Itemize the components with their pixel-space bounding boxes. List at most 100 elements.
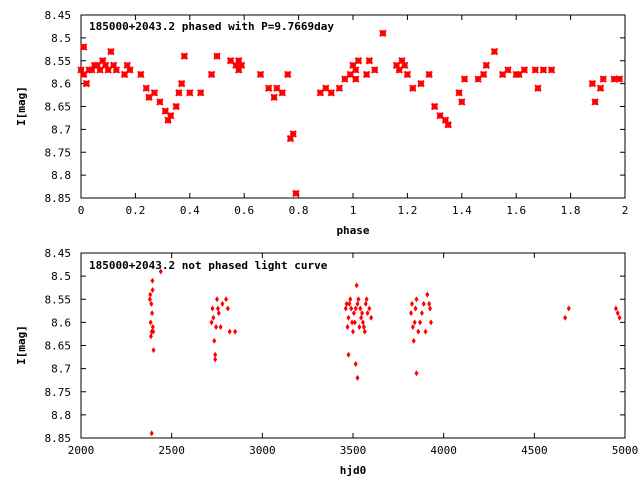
unphased-data-point [347, 300, 352, 307]
unphased-data-point [215, 305, 220, 312]
unphased-data-point [353, 305, 358, 312]
phased-data-point [335, 84, 344, 92]
phased-data-point [82, 79, 91, 88]
phased-data-point [164, 116, 172, 124]
unphased-data-point [212, 337, 217, 344]
phased-data-point [417, 79, 425, 88]
unphased-data-point [210, 305, 215, 312]
unphased-x-tick-label: 4500 [521, 444, 548, 457]
phased-y-tick-label: 8.5 [51, 32, 71, 45]
phased-data-point [167, 111, 175, 120]
phased-data-point [479, 70, 488, 79]
unphased-data-point [356, 296, 361, 303]
unphased-data-point [344, 300, 349, 307]
unphased-chart-title: 185000+2043.2 not phased light curve [89, 259, 328, 272]
phased-data-point [346, 70, 354, 79]
phased-y-tick-label: 8.65 [45, 101, 72, 114]
phased-data-point [588, 79, 597, 88]
phased-data-point [460, 75, 469, 83]
unphased-data-point [360, 319, 365, 326]
phased-y-tick-label: 8.6 [51, 78, 71, 91]
phased-data-point [77, 66, 85, 74]
unphased-data-point [363, 300, 368, 307]
phased-data-point [172, 102, 180, 111]
unphased-y-tick-label: 8.5 [51, 270, 71, 283]
unphased-data-point [218, 324, 223, 330]
phased-data-point [591, 98, 599, 106]
unphased-data-point [213, 356, 218, 363]
phased-data-point [278, 89, 286, 97]
unphased-data-point [414, 296, 419, 303]
unphased-x-tick-label: 5000 [612, 444, 639, 457]
phased-x-tick-label: 0.6 [234, 204, 254, 217]
phased-data-point [316, 89, 325, 97]
phased-axis-ticks: 0 0.2 0.4 0.6 0.8 1 1.2 1.4 1.6 1.8 2 8.45 8.5 8.55 8.… [45, 9, 629, 217]
phased-data-point [109, 61, 118, 70]
unphased-data-point [148, 319, 153, 326]
unphased-data-point [409, 300, 414, 307]
phased-data-point [180, 52, 189, 60]
unphased-data-point [148, 333, 153, 340]
phased-data-point [120, 70, 129, 79]
unphased-data-point [423, 328, 428, 335]
unphased-data-point [355, 374, 360, 381]
unphased-data-point [358, 305, 363, 312]
unphased-data-point [369, 314, 374, 321]
phased-data-point [371, 66, 379, 74]
phased-data-point [352, 75, 360, 83]
phased-data-point [515, 70, 523, 79]
unphased-data-point [410, 324, 415, 330]
phased-data-point [99, 57, 107, 65]
phased-data-point [379, 29, 387, 38]
unphased-data-point [343, 305, 348, 312]
phased-data-point [403, 70, 412, 79]
unphased-data-point [613, 305, 618, 312]
phased-data-point [112, 66, 121, 74]
unphased-data-point [352, 319, 357, 326]
unphased-data-point [421, 300, 426, 307]
phased-data-point [610, 75, 618, 83]
phased-data-point [256, 70, 265, 79]
unphased-data-point [211, 314, 216, 321]
phased-light-curve-panel: 185000+2043.2 phased with P=9.7669day ph… [15, 9, 628, 237]
unphased-data-point [414, 370, 419, 377]
unphased-data-point [566, 305, 571, 312]
unphased-x-tick-label: 2000 [68, 444, 95, 457]
unphased-data-point [427, 300, 432, 307]
unphased-data-point [224, 296, 229, 303]
unphased-data-point [227, 328, 232, 335]
unphased-data-point [362, 328, 367, 335]
unphased-data-point [411, 337, 416, 344]
phased-data-point [365, 57, 374, 65]
phased-data-point [96, 66, 104, 74]
phased-chart-title: 185000+2043.2 phased with P=9.7669day [89, 20, 334, 33]
phased-data-point [490, 47, 499, 56]
phased-y-tick-label: 8.7 [51, 123, 71, 136]
phased-data-point [235, 57, 243, 65]
phased-data-point [237, 61, 246, 70]
phased-y-tick-label: 8.45 [45, 9, 72, 22]
phased-data-point [177, 79, 186, 88]
phased-data-point [137, 70, 145, 79]
phased-data-point [107, 47, 115, 56]
unphased-data-point [348, 296, 353, 303]
unphased-data-point [214, 324, 219, 330]
phased-data-point [232, 61, 240, 70]
phased-data-point [392, 61, 401, 70]
phased-data-point [520, 66, 529, 74]
phased-data-point [207, 70, 216, 79]
unphased-data-point [365, 310, 370, 317]
phased-data-point [354, 57, 363, 65]
phased-y-axis-label: I[mag] [15, 86, 28, 126]
unphased-data-point [147, 296, 152, 303]
phased-data-point [126, 66, 134, 74]
unphased-data-point [361, 324, 366, 330]
phased-data-point [504, 66, 512, 74]
phased-data-point [213, 52, 221, 60]
phased-data-point [395, 66, 403, 74]
phased-x-tick-label: 0.4 [180, 204, 200, 217]
phased-data-point [341, 75, 349, 83]
unphased-x-tick-label: 4000 [430, 444, 457, 457]
unphased-data-point [419, 310, 424, 317]
unphased-y-tick-label: 8.7 [51, 363, 71, 376]
